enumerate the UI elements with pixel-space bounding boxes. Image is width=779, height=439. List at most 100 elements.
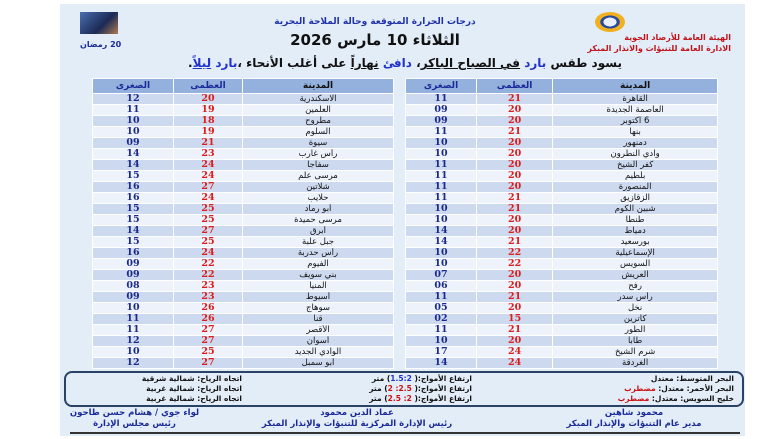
table-row: كفر الشيخ 20 11 [404, 159, 718, 171]
city-cell: أسيوط [242, 291, 394, 303]
min-temp-cell: 10 [404, 247, 478, 259]
min-temp-cell: 16 [92, 247, 174, 259]
col-city: المدينة [552, 78, 718, 94]
min-temp-cell: 06 [404, 280, 478, 292]
col-max: العظمى [476, 78, 554, 94]
max-temp-cell: 21 [476, 291, 554, 303]
wave-label: ارتفاع الأمواج:( [414, 394, 472, 403]
city-cell: بلطيم [552, 170, 718, 182]
min-temp-cell: 10 [92, 126, 174, 138]
city-cell: العريش [552, 269, 718, 281]
min-temp-cell: 10 [404, 335, 478, 347]
max-temp-cell: 24 [173, 247, 243, 259]
sea-row: خليج السويس: معتدل: مضطرب ارتفاع الأمواج:… [66, 394, 742, 404]
max-temp-cell: 20 [476, 170, 554, 182]
summary-text: دافئ [382, 56, 412, 70]
summary-text: على أغلب الأنحاء ، [237, 56, 351, 70]
wind-direction: اتجاه الرياح: شمالية غربية [146, 384, 242, 393]
sea-name: البحر الأحمر: معتدل: [655, 384, 734, 393]
min-temp-cell: 09 [404, 104, 478, 116]
ema-logo [595, 12, 625, 32]
city-cell: بورسعيد [552, 236, 718, 248]
bulletin-title: درجات الحرارة المتوقعة وحالة الملاحة الب… [274, 17, 476, 27]
city-cell: العاصمة الجديدة [552, 104, 718, 116]
wave-unit: ) متر [369, 394, 388, 403]
min-temp-cell: 12 [92, 357, 174, 369]
table-row: مرسى علم 24 15 [92, 170, 394, 182]
min-temp-cell: 10 [404, 214, 478, 226]
max-temp-cell: 27 [173, 324, 243, 336]
max-temp-cell: 27 [173, 181, 243, 193]
city-cell: دمياط [552, 225, 718, 237]
max-temp-cell: 27 [173, 357, 243, 369]
weather-summary: يسود طقس بارد في الصباح الباكر، دافئ نها… [100, 55, 710, 71]
min-temp-cell: 10 [404, 137, 478, 149]
min-temp-cell: 14 [404, 357, 478, 369]
city-cell: كاترين [552, 313, 718, 325]
city-cell: السلوم [242, 126, 394, 138]
table-row: شبين الكوم 21 10 [404, 203, 718, 215]
city-cell: نخل [552, 302, 718, 314]
summary-text: ، [411, 56, 421, 70]
wave-label: ارتفاع الأمواج:( [414, 384, 472, 393]
wave-height: ارتفاع الأمواج:( 2: 2.5) متر [369, 394, 472, 404]
table-row: المنيا 23 08 [92, 280, 394, 292]
city-cell: رأس حدربة [242, 247, 394, 259]
table-row: بنها 21 11 [404, 126, 718, 138]
max-temp-cell: 27 [173, 335, 243, 347]
city-cell: الغردقة [552, 357, 718, 369]
max-temp-cell: 26 [173, 302, 243, 314]
city-cell: وادي النطرون [552, 148, 718, 160]
summary-text: بارد [524, 56, 547, 70]
min-temp-cell: 09 [92, 137, 174, 149]
max-temp-cell: 20 [173, 93, 243, 105]
signature-2: عماد الدين محمود رئيس الإدارة المركزية لل… [212, 408, 502, 430]
table-row: قنا 26 11 [92, 313, 394, 325]
max-temp-cell: 24 [173, 159, 243, 171]
summary-text: نهاراً [350, 56, 379, 70]
city-cell: رأس غارب [242, 148, 394, 160]
col-min: الصغرى [92, 78, 174, 94]
table-row: بلطيم 20 11 [404, 170, 718, 182]
city-cell: طنطا [552, 214, 718, 226]
min-temp-cell: 11 [92, 313, 174, 325]
wave-value: 2: 2.5 [387, 394, 415, 403]
city-cell: 6 أكتوبر [552, 115, 718, 127]
hijri-date: 20 رمضان [80, 40, 122, 49]
city-cell: أبرق [242, 225, 394, 237]
max-temp-cell: 20 [476, 104, 554, 116]
wave-height: ارتفاع الأمواج:( 2.5: 2) متر [369, 384, 472, 394]
min-temp-cell: 11 [404, 170, 478, 182]
max-temp-cell: 26 [173, 313, 243, 325]
min-temp-cell: 11 [404, 192, 478, 204]
min-temp-cell: 14 [92, 225, 174, 237]
max-temp-cell: 21 [476, 192, 554, 204]
max-temp-cell: 22 [173, 258, 243, 270]
min-temp-cell: 09 [92, 291, 174, 303]
city-cell: أبو رماد [242, 203, 394, 215]
signatory-role: رئيس مجلس الإدارة [93, 419, 176, 429]
table-row: الاسكندرية 20 12 [92, 93, 394, 105]
city-cell: شلاتين [242, 181, 394, 193]
org-department: الادارة العامة للتنبؤات والانذار المبكر [587, 44, 731, 53]
min-temp-cell: 11 [404, 181, 478, 193]
col-min: الصغرى [404, 78, 478, 94]
city-cell: الاسكندرية [242, 93, 394, 105]
signatory-role: مدير عام التنبؤات والإنذار المبكر [566, 419, 702, 429]
max-temp-cell: 20 [476, 137, 554, 149]
city-cell: شبين الكوم [552, 203, 718, 215]
table-row: السلوم 19 10 [92, 126, 394, 138]
max-temp-cell: 25 [173, 236, 243, 248]
summary-text: يسود طقس [546, 56, 622, 70]
min-temp-cell: 14 [404, 236, 478, 248]
table-row: دمنهور 20 10 [404, 137, 718, 149]
table-row: الأقصر 27 11 [92, 324, 394, 336]
max-temp-cell: 20 [476, 335, 554, 347]
sea-rough: مضطرب [624, 384, 656, 393]
signatory-name: لواء جوي / هشام حسن طاحون [69, 408, 200, 418]
max-temp-cell: 18 [173, 115, 243, 127]
table-row: أبو سمبل 27 12 [92, 357, 394, 369]
table-row: العريش 20 07 [404, 269, 718, 281]
table-row: بني سويف 22 09 [92, 269, 394, 281]
min-temp-cell: 17 [404, 346, 478, 358]
